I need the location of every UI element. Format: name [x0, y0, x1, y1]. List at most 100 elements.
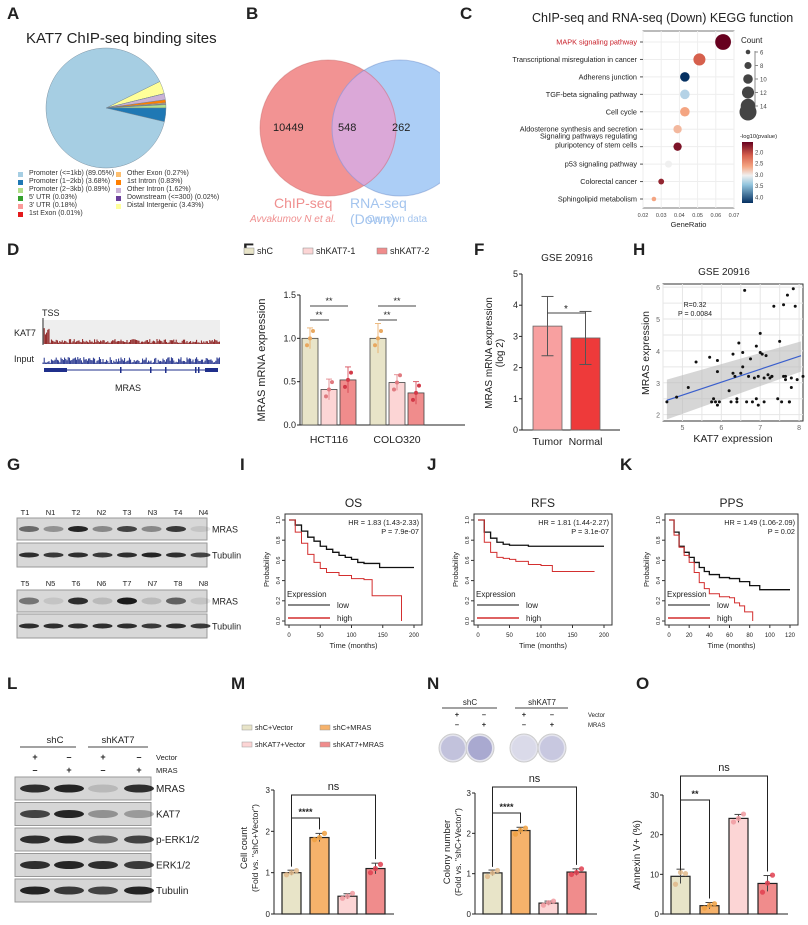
vector-sign: +	[100, 752, 105, 762]
bar	[728, 817, 749, 915]
panel-f-bar-chart: GSE 20916 0 1 2 3 4 5 MRAS mRNA expression (log …	[470, 235, 635, 460]
blot-band	[190, 623, 211, 629]
blot-band	[92, 597, 113, 605]
gene-exon	[205, 368, 218, 372]
x-tick-label: 150	[378, 633, 389, 639]
row-label: MRAS	[588, 723, 605, 729]
significance-label: ns	[718, 762, 730, 774]
km-curve-low	[669, 519, 790, 591]
chart-title: OS	[345, 496, 362, 510]
x-tick-label: 6	[719, 425, 723, 432]
scatter-point	[686, 386, 690, 390]
data-point	[764, 880, 771, 886]
legend-swatch	[116, 195, 121, 201]
gene-exon	[195, 367, 197, 373]
scatter-point	[780, 400, 784, 404]
legend-label: 1st Exon (0.01%)	[29, 210, 83, 217]
x-tick-label: 100	[346, 633, 357, 639]
blot-band	[124, 886, 154, 895]
lane-label: T4	[174, 508, 183, 517]
x-tick-label: 0.02	[638, 213, 649, 219]
blot-svg: shC shKAT7 + – + – – + – + Vector MRAS MRAS KAT7 p-ERK…	[14, 735, 200, 903]
gene-exon	[165, 367, 167, 373]
scatter-point	[729, 400, 733, 404]
data-point	[321, 830, 328, 836]
colony-well	[465, 733, 495, 763]
plot-frame	[642, 30, 735, 209]
blot-band	[43, 552, 64, 558]
group-label: shC	[47, 735, 64, 746]
blot-label: MRAS	[212, 525, 238, 535]
y-axis-label: Probability	[451, 552, 460, 587]
sig-bracket	[492, 786, 577, 865]
x-tick-label: 0.05	[692, 213, 703, 219]
colony-stain	[468, 736, 492, 760]
scatter-point	[717, 400, 721, 404]
size-legend-label: 14	[760, 105, 767, 111]
chart-title: GSE 20916	[541, 253, 593, 264]
panel-label-k: K	[620, 455, 633, 474]
scatter-point	[784, 374, 787, 378]
data-point	[540, 902, 547, 908]
vector-sign: +	[455, 710, 460, 719]
panel-d-chipseq-track: TSS KAT7 Input MRAS	[0, 260, 230, 430]
data-point	[494, 867, 501, 874]
legend-label: high	[717, 614, 732, 623]
confidence-band	[666, 341, 802, 420]
data-point	[346, 377, 350, 382]
y-term-label: Colorectal cancer	[580, 177, 637, 186]
kegg-dot	[658, 178, 665, 185]
y-tick-label: 2	[656, 413, 660, 420]
venn-source-chipseq: Avvakumov N et al.	[250, 214, 336, 225]
y-tick-label: 0.4	[465, 577, 471, 585]
legend-item: 3' UTR (0.18%)	[18, 202, 114, 210]
x-tick-label: 60	[726, 633, 733, 639]
legend-label: high	[337, 614, 352, 623]
panel-label-d: D	[7, 240, 20, 259]
blot-band	[124, 835, 154, 844]
scatter-point	[665, 400, 669, 404]
legend-swatch	[116, 171, 121, 177]
size-legend-label: 12	[760, 91, 767, 97]
x-tick-label: 40	[706, 633, 713, 639]
scatter-point	[715, 403, 719, 407]
kegg-dot	[673, 142, 682, 151]
x-tick-label: 50	[506, 633, 513, 639]
data-point	[395, 380, 399, 385]
blot-band	[117, 552, 137, 558]
scatter-point	[739, 371, 743, 375]
scatter-point	[770, 374, 774, 378]
y-axis-label: MRAS mRNA expression	[484, 297, 495, 409]
panel-label-c: C	[460, 4, 473, 23]
data-point	[682, 870, 689, 877]
x-tick-label: 200	[599, 633, 610, 639]
panel-label-i: I	[240, 455, 245, 474]
bar-svg: shC+Vector shC+MRAS shKAT7+Vector shKAT7+MR…	[239, 723, 394, 919]
color-legend-label: 2.5	[755, 162, 764, 168]
scatter-point	[756, 403, 760, 407]
scatter-point	[715, 358, 719, 362]
km-curve-low	[289, 519, 414, 569]
data-point	[706, 902, 713, 908]
chart-title: ChIP-seq and RNA-seq (Down) KEGG functio…	[532, 11, 794, 25]
blot-band	[19, 623, 39, 629]
legend-item: 1st Intron (0.83%)	[116, 178, 219, 186]
scatter-point	[735, 397, 739, 401]
y-tick-label: 0.2	[276, 597, 282, 605]
data-point	[392, 387, 396, 392]
legend-item: 1st Exon (0.01%)	[18, 210, 114, 218]
chart-title: RFS	[531, 496, 555, 510]
mras-sign: +	[550, 720, 555, 729]
x-tick-label: 120	[785, 633, 796, 639]
scatter-point	[741, 365, 745, 369]
x-tick-label: 0.07	[729, 213, 740, 219]
legend-label: high	[526, 614, 541, 623]
significance-label: ns	[529, 773, 541, 785]
y-term-label: Signaling pathways regulating	[540, 132, 637, 141]
size-legend-label: 10	[760, 78, 767, 84]
blot-label: ERK1/2	[156, 861, 191, 872]
y-tick-label: 0.6	[276, 557, 282, 565]
data-point	[672, 881, 679, 887]
lane-label: T3	[123, 508, 132, 517]
scatter-point	[712, 397, 716, 401]
